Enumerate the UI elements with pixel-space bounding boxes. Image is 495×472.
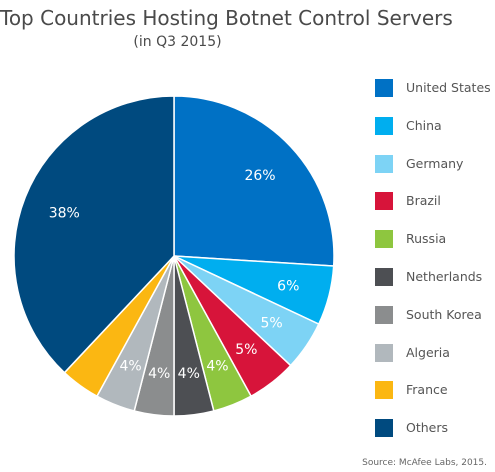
legend-swatch-south-korea <box>375 305 393 324</box>
legend-swatch-algeria <box>375 343 393 362</box>
slice-label-south-korea: 4% <box>148 366 170 382</box>
legend-label-russia: Russia <box>406 231 447 247</box>
legend-item-algeria: Algeria <box>375 343 495 382</box>
legend-item-netherlands: Netherlands <box>375 267 495 306</box>
legend-item-germany: Germany <box>375 154 495 193</box>
legend-label-south-korea: South Korea <box>406 306 482 322</box>
legend-swatch-france <box>375 381 393 400</box>
legend-label-germany: Germany <box>406 155 464 171</box>
legend-item-brazil: Brazil <box>375 192 495 230</box>
legend-item-russia: Russia <box>375 230 495 268</box>
legend-label-netherlands: Netherlands <box>406 268 483 284</box>
slice-label-brazil: 5% <box>235 342 257 358</box>
pie-slice-others <box>13 95 175 374</box>
source-note: Source: McAfee Labs, 2015. <box>362 458 487 468</box>
legend-swatch-russia <box>375 230 393 249</box>
legend-swatch-others <box>375 419 393 438</box>
slice-label-united-states: 26% <box>244 168 275 184</box>
legend-swatch-brazil <box>375 192 393 211</box>
legend-swatch-germany <box>375 154 393 173</box>
legend-swatch-united-states <box>375 79 393 97</box>
slice-label-russia: 4% <box>206 359 228 375</box>
legend-label-brazil: Brazil <box>406 193 441 209</box>
slice-label-others: 38% <box>49 206 80 222</box>
slice-label-algeria: 4% <box>119 359 141 375</box>
legend-label-china: China <box>406 117 442 133</box>
legend-item-france: France <box>375 381 495 419</box>
legend-label-algeria: Algeria <box>406 344 450 360</box>
legend-item-china: China <box>375 116 495 155</box>
slice-label-china: 6% <box>277 278 299 294</box>
pie-slice-united-states <box>173 95 335 267</box>
legend-item-others: Others <box>375 419 495 457</box>
slice-label-netherlands: 4% <box>178 366 200 382</box>
legend-swatch-china <box>375 116 393 135</box>
legend: United States China Germany Brazil Russia Net… <box>375 79 495 457</box>
legend-item-united-states: United States <box>375 79 495 117</box>
legend-item-south-korea: South Korea <box>375 305 495 344</box>
chart-subtitle: (in Q3 2015) <box>133 34 222 50</box>
legend-swatch-netherlands <box>375 267 393 286</box>
legend-label-others: Others <box>406 420 449 436</box>
legend-label-united-states: United States <box>406 80 491 95</box>
slice-label-germany: 5% <box>260 315 282 331</box>
legend-label-france: France <box>406 382 448 398</box>
